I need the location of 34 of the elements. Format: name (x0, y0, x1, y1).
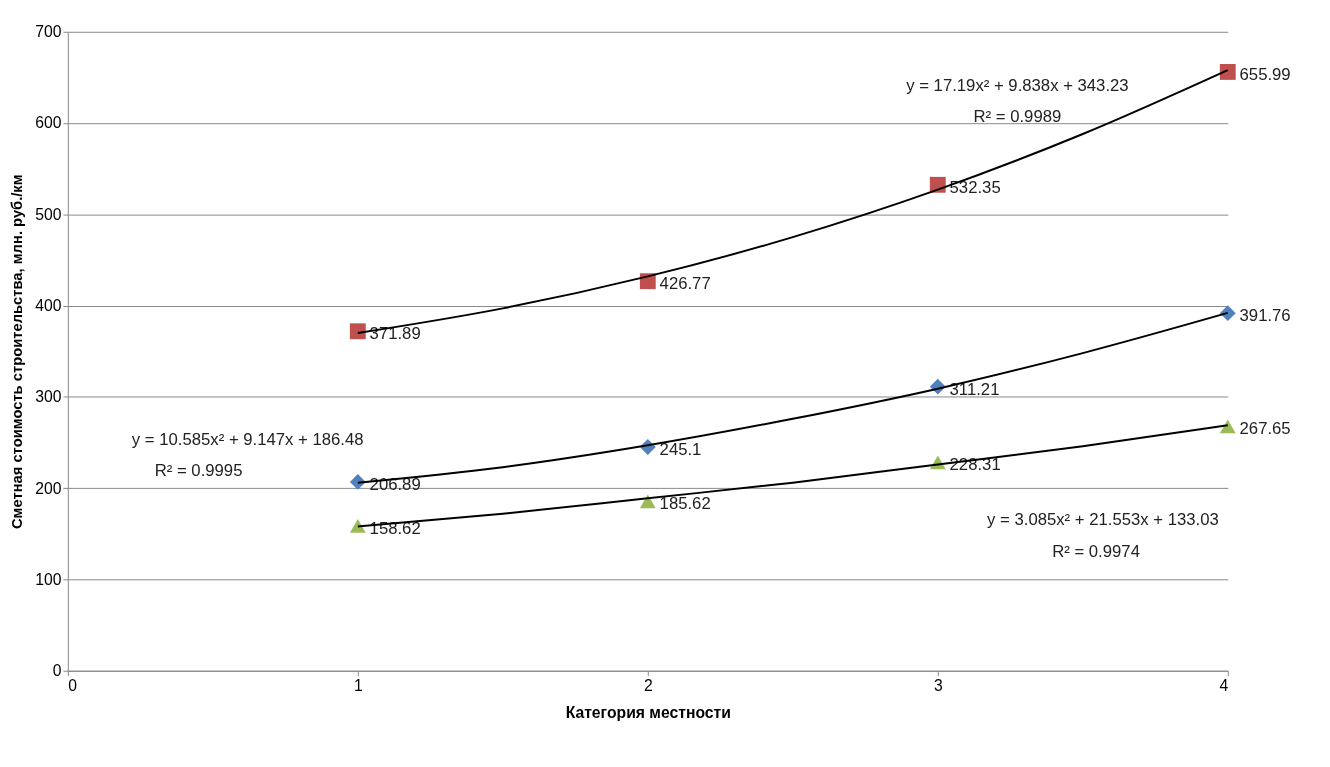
y-tick-label: 200 (35, 479, 62, 497)
data-label: 426.77 (659, 274, 711, 294)
data-label: 267.65 (1239, 419, 1291, 439)
y-tick-label: 400 (35, 297, 62, 315)
data-label: 371.89 (369, 324, 421, 344)
data-label: 245.1 (659, 439, 702, 459)
data-label: 391.76 (1239, 306, 1291, 325)
y-axis-title: Сметная стоимость строительства, млн. руб./км (9, 174, 26, 530)
point (349, 519, 366, 533)
y-tick-label: 300 (35, 388, 62, 406)
data-label: 185.62 (659, 494, 711, 514)
x-axis-title: Категория местности (565, 704, 731, 722)
y-tick-label: 100 (35, 570, 62, 588)
annotation: y = 10.585x² + 9.147x + 186.48 (131, 429, 364, 449)
x-tick-label: 0 (68, 676, 78, 694)
annotation: y = 3.085x² + 21.553x + 133.03 (987, 510, 1219, 530)
data-label: 206.89 (369, 474, 421, 494)
x-tick-label: 2 (643, 676, 653, 694)
data-label: 655.99 (1239, 64, 1291, 84)
y-tick-label: 500 (35, 205, 62, 223)
y-tick-label: 0 (52, 662, 62, 680)
annotation: R² = 0.9974 (1052, 541, 1140, 561)
x-tick-label: 4 (1219, 676, 1229, 694)
data-label: 311.21 (949, 379, 1000, 399)
annotation: y = 17.19x² + 9.838x + 343.23 (906, 75, 1129, 95)
annotation: R² = 0.9995 (154, 461, 243, 481)
point (1219, 64, 1236, 80)
point (349, 323, 366, 340)
y-tick-label: 600 (35, 114, 62, 132)
x-tick-label: 3 (933, 676, 943, 694)
annotation: R² = 0.9989 (973, 107, 1062, 127)
y-tick-label: 700 (35, 23, 62, 41)
x-tick-label: 1 (353, 676, 363, 694)
data-label: 532.35 (949, 177, 1001, 197)
